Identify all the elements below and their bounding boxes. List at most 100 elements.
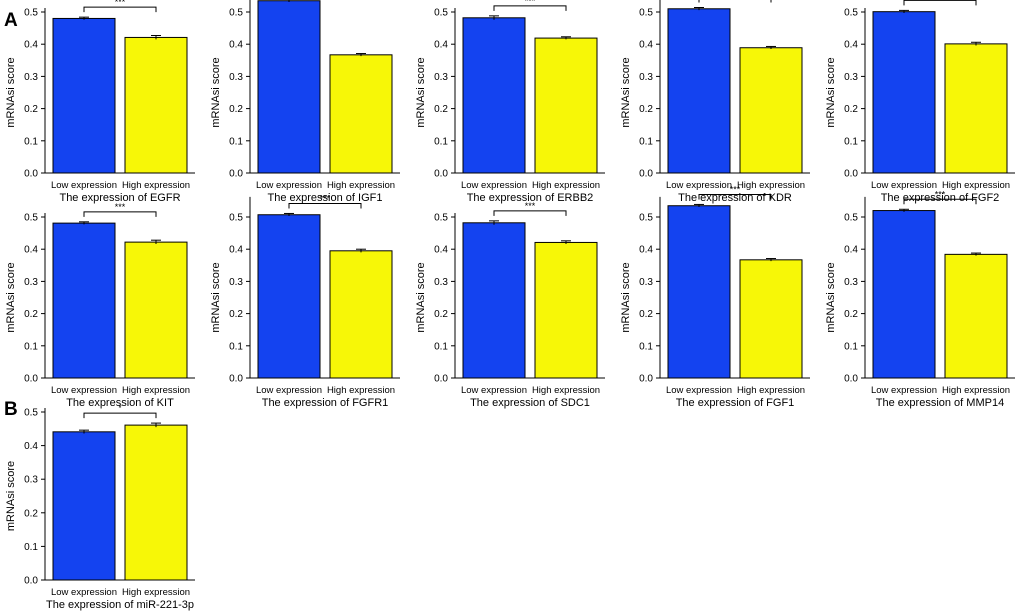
y-tick-label: 0.0	[844, 374, 858, 385]
category-label: High expression	[942, 385, 1010, 396]
charts-group: 0.0 0.1 0.2 0.3 0.4 0.5 mRNAsi score Low expres…	[5, 0, 1015, 611]
category-label: High expression	[122, 385, 190, 396]
y-tick-label: 0.2	[24, 508, 38, 519]
y-tick-label: 0.0	[434, 169, 448, 180]
significance-bracket	[698, 193, 772, 200]
chart-10: 0.0 0.1 0.2 0.3 0.4 0.5 mRNAsi score Low expres…	[825, 189, 1015, 409]
bar-low-expression	[872, 210, 936, 379]
y-tick-label: 0.0	[229, 374, 243, 385]
y-tick-label: 0.4	[639, 40, 653, 51]
y-tick-label: 0.3	[844, 277, 858, 288]
y-tick-label: 0.5	[844, 213, 858, 224]
bar-high-expression	[944, 43, 1008, 174]
y-tick-label: 0.2	[434, 309, 448, 320]
bar-high-expression	[124, 424, 188, 581]
x-axis-title: The expression of IGF1	[268, 192, 383, 204]
bar-low-expression	[52, 17, 116, 174]
y-tick-label: 0.2	[844, 104, 858, 115]
y-tick-label: 0.2	[229, 309, 243, 320]
bar-low-expression	[872, 11, 936, 174]
y-axis-title: mRNAsi score	[825, 262, 837, 332]
significance-bracket	[83, 6, 157, 13]
y-tick-label: 0.1	[24, 136, 38, 147]
y-tick-label: 0.3	[434, 277, 448, 288]
y-tick-label: 0.1	[844, 341, 858, 352]
y-tick-label: 0.5	[639, 8, 653, 19]
y-tick-label: 0.3	[24, 277, 38, 288]
bar-high-expression	[534, 37, 598, 174]
bar-low-expression	[52, 222, 116, 379]
y-tick-label: 0.0	[844, 169, 858, 180]
y-tick-label: 0.1	[844, 136, 858, 147]
chart-8: 0.0 0.1 0.2 0.3 0.4 0.5 mRNAsi score Low expres…	[415, 201, 605, 409]
significance-bracket	[493, 210, 567, 216]
x-axis-title: The expression of FGFR1	[262, 397, 389, 409]
significance-bracket	[903, 198, 977, 205]
y-tick-label: 0.2	[24, 309, 38, 320]
category-label: Low expression	[461, 385, 527, 396]
y-axis-title: mRNAsi score	[210, 57, 222, 127]
category-label: Low expression	[51, 385, 117, 396]
y-tick-label: 0.4	[844, 245, 858, 256]
y-tick-label: 0.4	[229, 40, 243, 51]
y-axis-title: mRNAsi score	[5, 57, 17, 127]
bar-high-expression	[739, 259, 803, 379]
bar-high-expression	[534, 241, 598, 379]
y-tick-label: 0.2	[844, 309, 858, 320]
chart-1: 0.0 0.1 0.2 0.3 0.4 0.5 mRNAsi score Low expres…	[5, 0, 195, 204]
y-tick-label: 0.5	[434, 213, 448, 224]
x-axis-title: The expression of KDR	[678, 192, 792, 204]
y-tick-label: 0.1	[24, 341, 38, 352]
y-tick-label: 0.1	[229, 341, 243, 352]
category-label: Low expression	[51, 587, 117, 598]
y-tick-label: 0.2	[639, 104, 653, 115]
significance-bracket	[83, 211, 157, 217]
x-axis-title: The expression of ERBB2	[467, 192, 594, 204]
y-tick-label: 0.4	[24, 441, 38, 452]
x-axis-title: The expression of EGFR	[59, 192, 180, 204]
y-tick-label: 0.0	[24, 169, 38, 180]
significance-label: ***	[525, 0, 536, 6]
category-label: High expression	[737, 180, 805, 191]
y-tick-label: 0.3	[434, 72, 448, 83]
bar-high-expression	[329, 250, 393, 379]
chart-6: 0.0 0.1 0.2 0.3 0.4 0.5 mRNAsi score Low expres…	[5, 202, 195, 409]
y-tick-label: 0.4	[639, 245, 653, 256]
y-tick-label: 0.2	[434, 104, 448, 115]
category-label: High expression	[327, 385, 395, 396]
significance-bracket	[83, 412, 157, 419]
bar-low-expression	[52, 431, 116, 581]
y-tick-label: 0.3	[229, 72, 243, 83]
y-axis-title: mRNAsi score	[415, 262, 427, 332]
panel-label-a: A	[4, 10, 18, 31]
category-label: Low expression	[256, 180, 322, 191]
y-tick-label: 0.1	[639, 136, 653, 147]
bar-high-expression	[329, 54, 393, 174]
y-tick-label: 0.5	[639, 213, 653, 224]
y-tick-label: 0.0	[229, 169, 243, 180]
x-axis-title: The expression of miR-221-3p	[46, 599, 194, 611]
significance-label: ***	[320, 193, 331, 203]
y-tick-label: 0.1	[434, 341, 448, 352]
y-axis-title: mRNAsi score	[5, 461, 17, 531]
bar-high-expression	[124, 36, 188, 174]
chart-7: 0.0 0.1 0.2 0.3 0.4 0.5 mRNAsi score Low expres…	[210, 193, 400, 409]
y-tick-label: 0.4	[434, 245, 448, 256]
significance-label: ***	[115, 0, 126, 7]
y-tick-label: 0.5	[844, 8, 858, 19]
category-label: High expression	[327, 180, 395, 191]
x-axis-title: The expression of SDC1	[470, 397, 590, 409]
bar-low-expression	[667, 8, 731, 174]
x-axis-title: The expression of KIT	[66, 397, 174, 409]
chart-9: 0.0 0.1 0.2 0.3 0.4 0.5 mRNAsi score Low expres…	[620, 184, 810, 409]
significance-label: ***	[525, 201, 536, 211]
y-tick-label: 0.5	[24, 8, 38, 19]
significance-bracket	[493, 5, 567, 11]
category-label: Low expression	[666, 385, 732, 396]
y-tick-label: 0.0	[639, 169, 653, 180]
y-axis-title: mRNAsi score	[415, 57, 427, 127]
category-label: High expression	[942, 180, 1010, 191]
y-tick-label: 0.3	[24, 72, 38, 83]
category-label: High expression	[532, 180, 600, 191]
